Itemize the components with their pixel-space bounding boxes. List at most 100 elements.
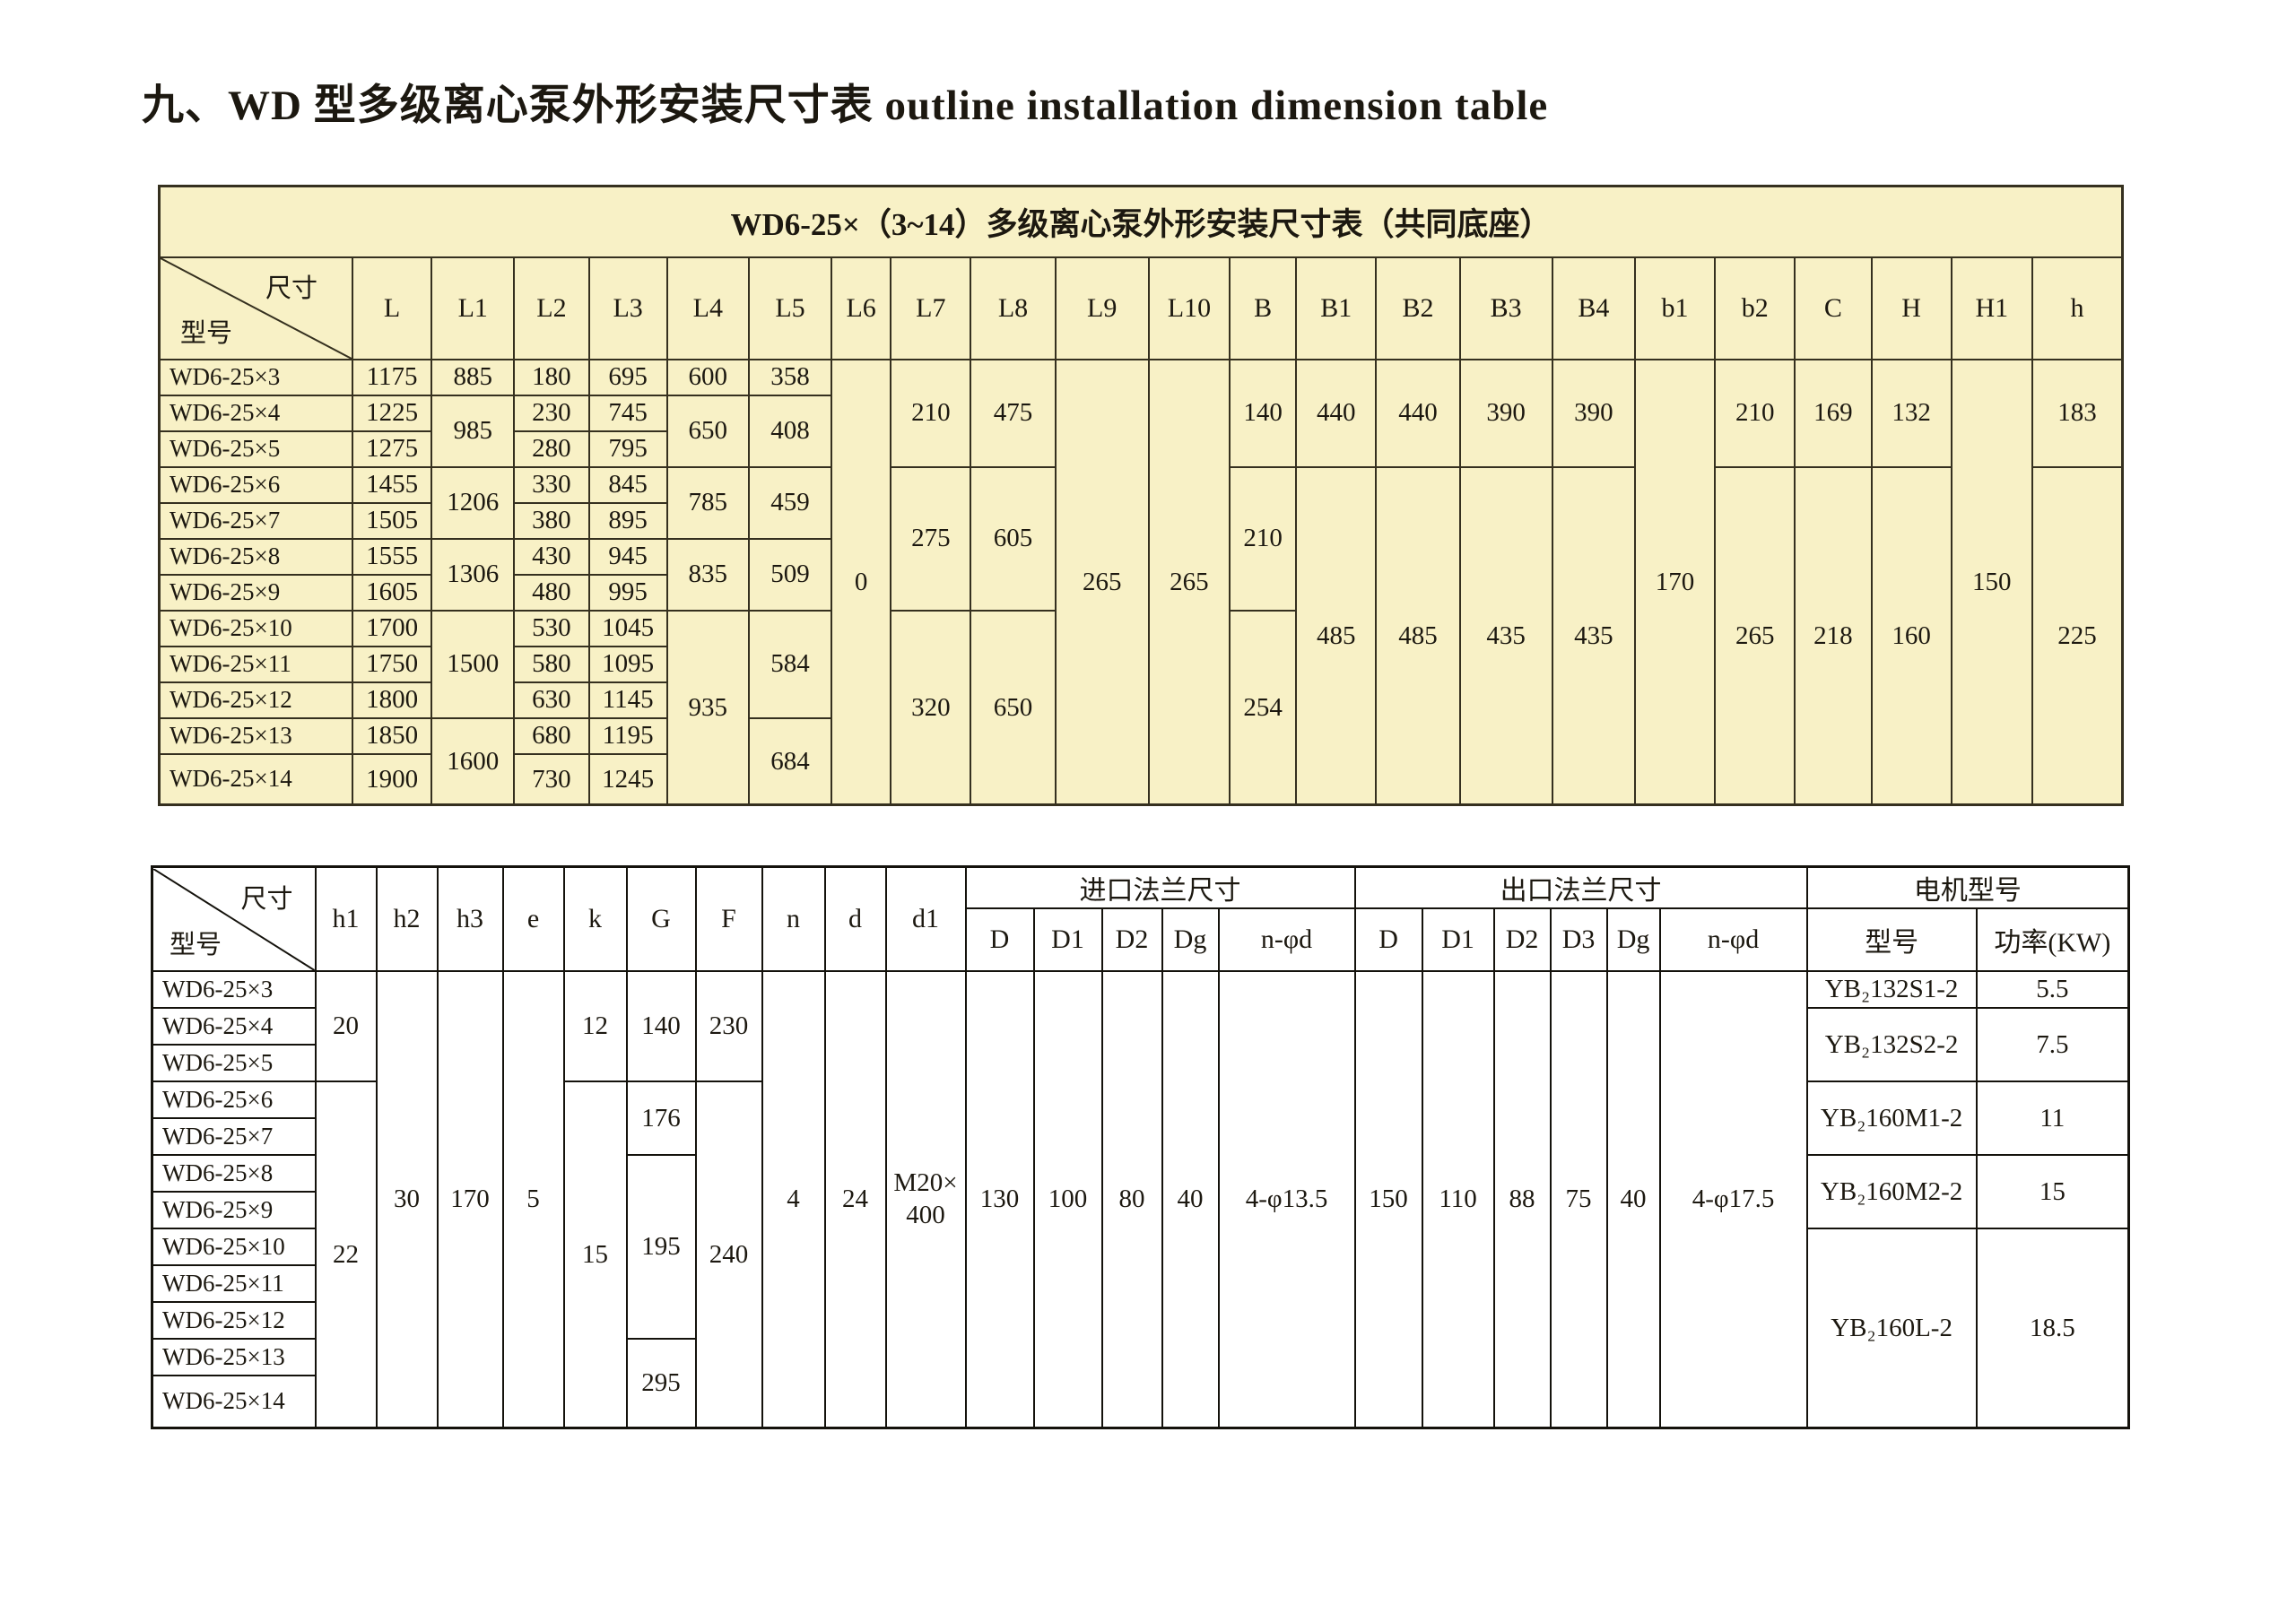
table-row: WD6-25×8 1555 1306 430 945 835 509: [158, 537, 2123, 612]
table-row: WD6-25×11 1750 580 1095: [158, 645, 2123, 683]
column-header: L7: [890, 256, 972, 360]
value-cell: 170: [1633, 358, 1717, 806]
model-cell: WD6-25×9: [158, 573, 353, 612]
value-cell: 1206: [430, 465, 516, 540]
table-row: WD6-25×7 1505 380 895: [158, 501, 2123, 540]
table-row: WD6-25×6 22 15 176 240 YB₂160M1-2 11: [151, 1081, 2130, 1428]
model-cell: WD6-25×13: [151, 1338, 317, 1376]
value-cell: 4: [761, 970, 826, 1428]
corner-box: 尺寸 型号: [153, 869, 315, 970]
column-header: L: [351, 256, 433, 360]
model-cell: WD6-25×10: [151, 1228, 317, 1266]
table-row: WD6-25×3 1175 885 180 695 600 358 0 210 475 265 265…: [158, 358, 2124, 806]
value-cell: 210: [1229, 465, 1298, 612]
value-cell: 140: [625, 970, 697, 1082]
table-row: WD6-25×4 1225 985 230 745 650 408: [158, 394, 2123, 468]
table-row: WD6-25×6 1455 1206 330 845 785 459 275 605 210 485…: [158, 465, 2124, 806]
column-header: D2: [1492, 907, 1552, 972]
value-cell: 110: [1421, 970, 1495, 1428]
table-row: WD6-25×13 1850 1600 680 1195 684: [158, 716, 2123, 806]
corner-bottom-label: 型号: [180, 318, 233, 348]
value-cell: 160: [1870, 465, 1952, 806]
value-cell: 1045: [587, 609, 668, 647]
column-header: d: [823, 865, 887, 972]
column-header: d1: [884, 865, 967, 972]
value-cell: 40: [1605, 970, 1661, 1428]
value-cell: 176: [625, 1081, 697, 1156]
value-cell: 530: [513, 609, 590, 647]
table-row: WD6-25×5 1275 280 795: [158, 430, 2123, 468]
value-cell: 785: [665, 465, 750, 540]
model-cell: WD6-25×9: [151, 1191, 317, 1229]
value-cell: 430: [513, 537, 590, 576]
value-cell: 1600: [430, 716, 516, 806]
value-cell: 695: [587, 358, 668, 396]
column-header: L9: [1054, 256, 1150, 360]
value-cell: 1175: [351, 358, 433, 396]
table-row: WD6-25×7: [151, 1117, 2129, 1156]
model-cell: WD6-25×6: [151, 1081, 317, 1119]
value-cell: 475: [970, 358, 1057, 468]
corner-top-label: 尺寸: [240, 884, 293, 914]
model-cell: WD6-25×10: [158, 609, 353, 647]
value-cell: 480: [513, 573, 590, 612]
value-cell: 4-φ17.5: [1658, 970, 1808, 1428]
value-cell: 985: [430, 394, 516, 468]
column-header: L3: [587, 256, 668, 360]
value-cell: 210: [1714, 358, 1796, 468]
table-row: WD6-25×3 20 30 170 5 12 140 230 4 24 M20× 400 130 10…: [151, 970, 2130, 1428]
value-cell: 1145: [587, 681, 668, 719]
column-header: D3: [1549, 907, 1608, 972]
column-header: n: [761, 865, 826, 972]
column-header: h: [2031, 256, 2124, 360]
model-cell: WD6-25×14: [151, 1375, 317, 1428]
corner-top-label: 尺寸: [265, 273, 317, 303]
value-cell: 684: [747, 716, 833, 806]
value-cell: YB₂132S2-2: [1805, 1007, 1978, 1082]
value-cell: 580: [513, 645, 590, 683]
value-cell: 745: [587, 394, 668, 432]
model-cell: WD6-25×5: [158, 430, 353, 468]
column-header: Dg: [1161, 907, 1220, 972]
model-cell: WD6-25×8: [151, 1154, 317, 1193]
value-cell: 1505: [351, 501, 433, 540]
value-cell: 210: [890, 358, 972, 468]
value-cell: 265: [1714, 465, 1796, 806]
value-cell: 330: [513, 465, 590, 504]
value-cell: 75: [1549, 970, 1608, 1428]
column-header: b1: [1633, 256, 1717, 360]
table-row: WD6-25×9: [151, 1191, 2129, 1229]
value-cell: 30: [375, 970, 439, 1428]
value-cell: 435: [1458, 465, 1553, 806]
value-cell: 5: [501, 970, 565, 1428]
table-row: WD6-25×12: [151, 1301, 2129, 1340]
column-header: L10: [1147, 256, 1231, 360]
value-cell: 24: [823, 970, 887, 1428]
value-cell: 5.5: [1975, 970, 2130, 1009]
value-cell: 230: [513, 394, 590, 432]
model-cell: WD6-25×12: [151, 1301, 317, 1340]
value-cell: 295: [625, 1338, 697, 1428]
value-cell: 835: [665, 537, 750, 612]
value-cell: 509: [747, 537, 833, 612]
model-cell: WD6-25×11: [158, 645, 353, 683]
table-row: WD6-25×13 295: [151, 1338, 2129, 1428]
model-cell: WD6-25×3: [158, 358, 353, 396]
column-header: D1: [1421, 907, 1495, 972]
value-cell: 1306: [430, 537, 516, 612]
value-cell: 1700: [351, 609, 433, 647]
column-header: B3: [1458, 256, 1553, 360]
model-cell: WD6-25×14: [158, 752, 353, 806]
table-row: WD6-25×8 195 YB₂160M2-2 15: [151, 1154, 2130, 1340]
value-cell: 680: [513, 716, 590, 755]
value-cell: 1850: [351, 716, 433, 755]
value-cell: 15: [562, 1081, 628, 1428]
value-cell: 1605: [351, 573, 433, 612]
value-cell: 20: [314, 970, 378, 1082]
value-cell: 1275: [351, 430, 433, 468]
column-header: b2: [1714, 256, 1796, 360]
value-cell: 459: [747, 465, 833, 540]
model-cell: WD6-25×8: [158, 537, 353, 576]
column-header: C: [1794, 256, 1873, 360]
